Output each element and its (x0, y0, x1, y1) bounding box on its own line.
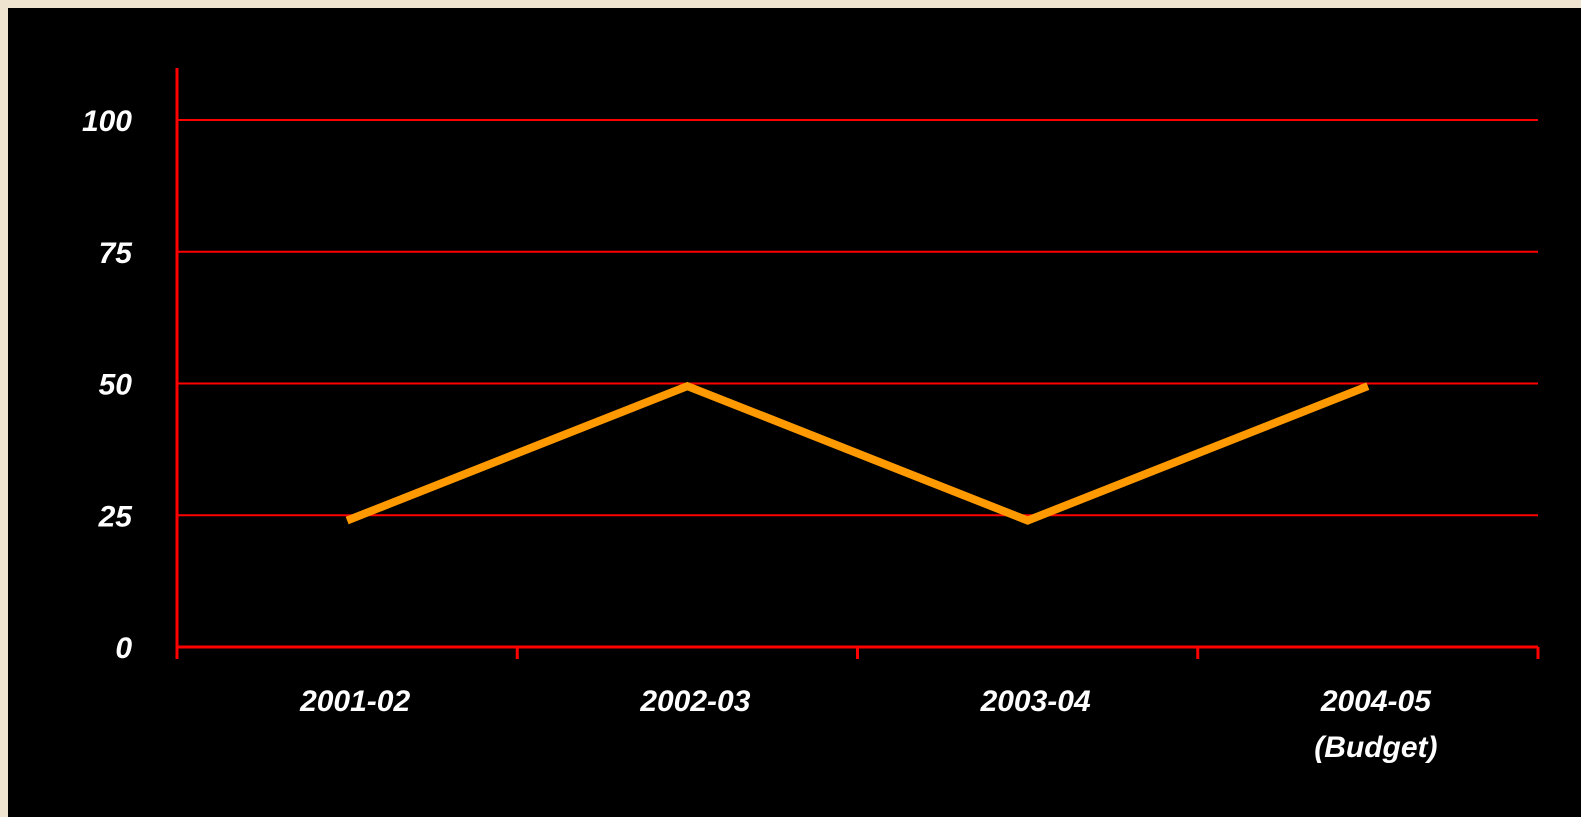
x-tick-label: 2001-02 (299, 685, 410, 718)
y-tick-label: 75 (99, 237, 134, 270)
y-tick-label: 50 (99, 369, 133, 402)
chart-frame: 0 25 50 75 100 2001-02 2002-03 2003-04 2004-05(… (8, 8, 1581, 817)
y-tick-label: 100 (82, 105, 132, 138)
x-tick-label: 2003-04 (980, 685, 1091, 718)
x-tick-labels: 2001-02 2002-03 2003-04 2004-05 (Budget) (299, 685, 1437, 764)
x-tick-label: 2002-03 (639, 685, 750, 718)
y-tick-labels: 0 25 50 75 100 (82, 105, 133, 665)
y-tick-label: 25 (98, 500, 134, 533)
series-lines (345, 381, 1370, 525)
grid-lines (177, 119, 1538, 517)
series-line (345, 381, 1370, 525)
x-tick-label: 2004-05 (Budget) (1314, 685, 1437, 764)
y-tick-label: 0 (115, 632, 132, 665)
line-chart: 0 25 50 75 100 2001-02 2002-03 2003-04 2004-05(… (82, 68, 1540, 764)
axes (175, 68, 1540, 659)
